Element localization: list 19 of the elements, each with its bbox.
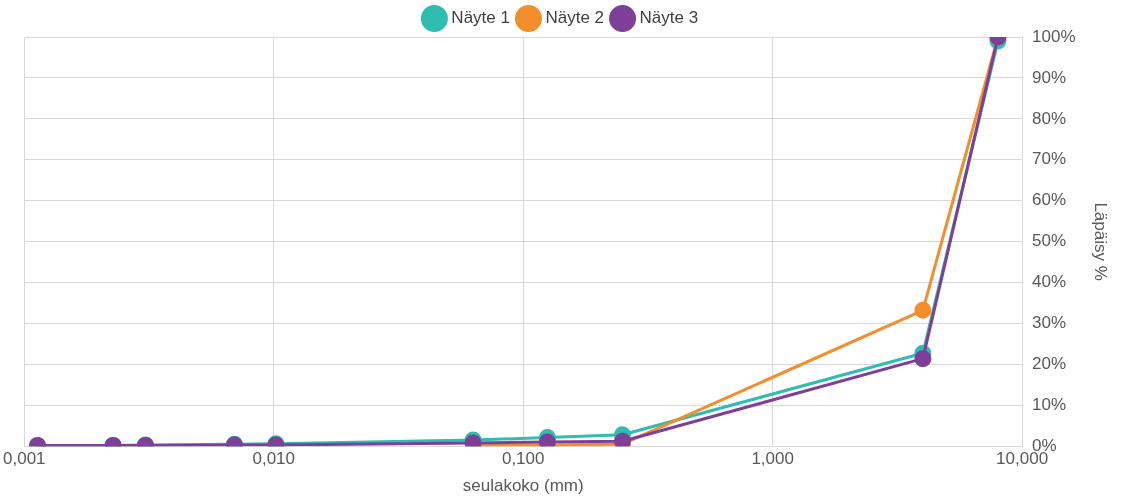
y-tick-label: 40%	[1032, 272, 1067, 292]
y-tick-label: 90%	[1032, 67, 1067, 87]
y-tick-label: 20%	[1032, 354, 1067, 374]
x-axis-title: seulakoko (mm)	[462, 476, 584, 496]
y-axis-title: Läpäisy %	[1091, 202, 1111, 281]
y-tick-label: 100%	[1032, 26, 1076, 46]
y-tick-label: 70%	[1032, 149, 1067, 169]
legend-label: Näyte 3	[639, 8, 699, 28]
x-tick-label: 0,001	[3, 449, 46, 469]
y-tick-label: 30%	[1032, 313, 1067, 333]
x-tick-label: 1,000	[751, 449, 794, 469]
legend-label: Näyte 2	[545, 8, 605, 28]
x-tick-label: 0,010	[252, 449, 296, 469]
y-tick-label: 50%	[1032, 231, 1067, 251]
x-tick-label: 0,100	[501, 449, 545, 469]
y-tick-label: 80%	[1032, 108, 1067, 128]
legend-label: Näyte 1	[451, 8, 510, 28]
y-tick-label: 60%	[1032, 190, 1067, 210]
y-tick-label: 10%	[1032, 394, 1067, 414]
